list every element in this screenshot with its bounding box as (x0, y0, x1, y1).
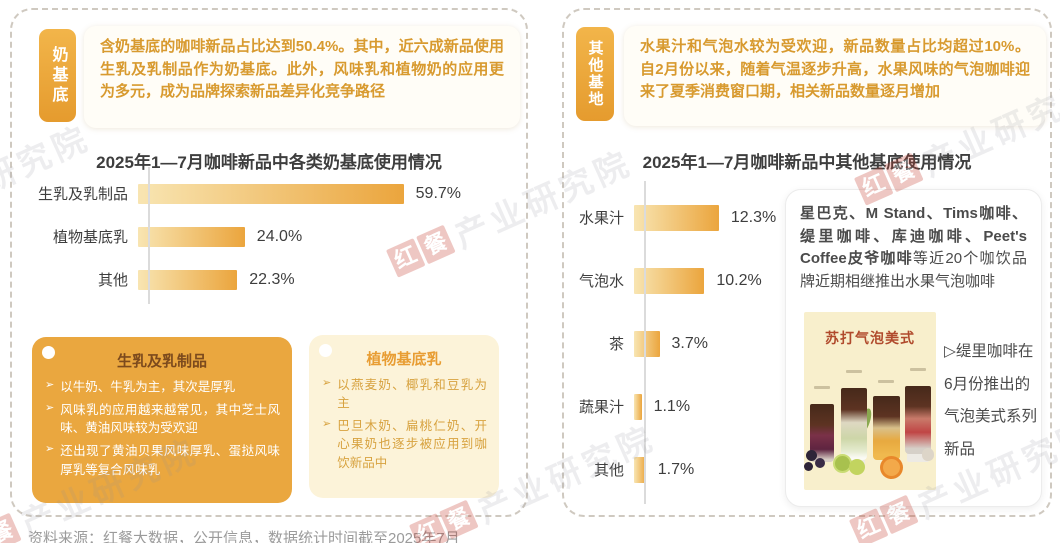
brand-text-rest: 等近20个咖饮品牌近期相继推出水果气泡咖啡 (800, 250, 1028, 290)
chart-row: 水果汁 12.3% (572, 186, 792, 249)
bullet-text: 还出现了黄油贝果风味厚乳、蛋挞风味厚乳等复合风味乳 (60, 444, 280, 477)
bullet-text: 以牛奶、牛乳为主，其次是厚乳 (60, 380, 236, 394)
bullet-text: 以燕麦奶、椰乳和豆乳为主 (337, 378, 487, 411)
bar (634, 456, 646, 483)
category-label: 生乳及乳制品 (37, 186, 128, 203)
photo-label-mark (814, 386, 830, 389)
dairy-box-title: 生乳及乳制品 (116, 353, 207, 370)
category-label: 茶 (608, 336, 624, 353)
plant-milk-detail-box: 植物基底乳 ➢ 以燕麦奶、椰乳和豆乳为主 ➢ 巴旦木奶、扁桃仁奶、开心果奶也逐步被应用… (309, 335, 499, 498)
bullet-item: ➢ 风味乳的应用越来越常见，其中芝士风味、黄油风味较为受欢迎 (45, 401, 280, 437)
arrow-bullet-icon: ➢ (322, 377, 332, 389)
bar (634, 393, 642, 420)
chart-row: 生乳及乳制品 59.7% (30, 172, 515, 215)
other-base-intro: 水果汁和气泡水较为受欢迎，新品数量占比均超过10%。自2月份以来，随着气温逐步升… (624, 26, 1046, 126)
bullet-item: ➢ 以牛奶、牛乳为主，其次是厚乳 (45, 378, 280, 396)
chart-row: 植物基底乳 24.0% (30, 215, 515, 258)
milk-base-intro: 含奶基底的咖啡新品占比达到50.4%。其中，近六成新品使用生乳及乳制品作为奶基底… (84, 26, 520, 128)
drink-cup-red (905, 386, 931, 454)
photo-label-mark (846, 370, 862, 373)
plant-bullet-list: ➢ 以燕麦奶、椰乳和豆乳为主 ➢ 巴旦木奶、扁桃仁奶、开心果奶也逐步被应用到咖饮新品中 (309, 376, 499, 472)
source-note: 资料来源：红餐大数据，公开信息，数据统计时间截至2025年7月 (28, 530, 460, 543)
category-label: 其他 (593, 462, 624, 479)
value-label: 12.3% (730, 208, 777, 226)
bullet-text: 风味乳的应用越来越常见，其中芝士风味、黄油风味较为受欢迎 (60, 403, 280, 436)
blueberry-icon (804, 462, 813, 471)
category-label: 水果汁 (578, 210, 624, 227)
value-label: 1.7% (657, 460, 695, 478)
orange-slice-inner (883, 459, 900, 476)
photo-label-mark (910, 368, 926, 371)
arrow-bullet-icon: ➢ (45, 379, 55, 391)
bar (634, 330, 660, 357)
chart-row: 气泡水 10.2% (572, 249, 792, 312)
chart-row: 茶 3.7% (572, 312, 792, 375)
photo-caption: ▷缇里咖啡在6月份推出的气泡美式系列新品 (944, 343, 1038, 458)
brand-callout-text: 星巴克、M Stand、Tims咖啡、缇里咖啡、库迪咖啡、Peet's Coff… (800, 203, 1027, 293)
product-photo-title: 苏打气泡美式 (825, 330, 915, 346)
category-label: 气泡水 (578, 273, 624, 290)
dairy-detail-box: 生乳及乳制品 ➢ 以牛奶、牛乳为主，其次是厚乳 ➢ 风味乳的应用越来越常见，其中芝士风… (32, 337, 292, 503)
blueberry-icon (815, 458, 825, 468)
garlic-icon (922, 448, 934, 461)
other-base-chart-title: 2025年1—7月咖啡新品中其他基底使用情况 (642, 153, 972, 172)
value-label: 3.7% (671, 334, 708, 352)
milk-base-tab: 奶基底 (39, 29, 76, 122)
value-label: 24.0% (256, 227, 303, 245)
arrow-bullet-icon: ➢ (45, 402, 55, 415)
photo-label-mark (878, 380, 894, 383)
dairy-bullet-list: ➢ 以牛奶、牛乳为主，其次是厚乳 ➢ 风味乳的应用越来越常见，其中芝士风味、黄油风味较… (32, 378, 292, 479)
other-base-panel: 其他基地 水果汁和气泡水较为受欢迎，新品数量占比均超过10%。自2月份以来，随着… (562, 8, 1052, 517)
bar (138, 269, 238, 290)
drink-cup-lime (841, 388, 867, 460)
category-label: 其他 (97, 272, 128, 289)
value-label: 22.3% (249, 270, 295, 288)
corner-dot-icon (42, 346, 55, 359)
bullet-item: ➢ 还出现了黄油贝果风味厚乳、蛋挞风味厚乳等复合风味乳 (45, 442, 280, 478)
lime-icon (849, 459, 865, 475)
chart-row: 其他 22.3% (30, 258, 515, 301)
value-label: 1.1% (653, 397, 691, 415)
category-label: 蔬果汁 (578, 399, 624, 416)
bar (138, 226, 245, 247)
chart-row: 其他 1.7% (572, 438, 792, 501)
bullet-text: 巴旦木奶、扁桃仁奶、开心果奶也逐步被应用到咖饮新品中 (337, 419, 487, 470)
bullet-item: ➢ 巴旦木奶、扁桃仁奶、开心果奶也逐步被应用到咖饮新品中 (322, 417, 487, 471)
milk-base-panel: 奶基底 含奶基底的咖啡新品占比达到50.4%。其中，近六成新品使用生乳及乳制品作… (10, 8, 528, 517)
milk-base-chart-title: 2025年1—7月咖啡新品中各类奶基底使用情况 (96, 153, 442, 172)
watermark-logo-block: 餐 (0, 512, 22, 543)
arrow-bullet-icon: ➢ (45, 443, 55, 456)
brand-callout-box: 星巴克、M Stand、Tims咖啡、缇里咖啡、库迪咖啡、Peet's Coff… (785, 189, 1042, 507)
plant-box-title: 植物基底乳 (366, 351, 442, 368)
arrow-bullet-icon: ➢ (322, 418, 332, 431)
bullet-item: ➢ 以燕麦奶、椰乳和豆乳为主 (322, 376, 487, 412)
drink-cup-orange (873, 396, 900, 460)
category-label: 植物基底乳 (52, 229, 128, 246)
value-label: 59.7% (415, 184, 462, 202)
product-photo: 苏打气泡美式 (804, 312, 936, 490)
corner-dot-icon (319, 344, 332, 357)
brand-names: 星巴克、M Stand、Tims咖啡、缇里咖啡、库迪咖啡、Peet's Coff… (800, 205, 1027, 267)
bar (634, 204, 719, 231)
milk-base-bar-chart: 生乳及乳制品 59.7% 植物基底乳 24.0% 其他 22.3% (30, 167, 515, 304)
chart-row: 蔬果汁 1.1% (572, 375, 792, 438)
bar (634, 267, 705, 294)
other-base-bar-chart: 水果汁 12.3% 气泡水 10.2% 茶 3.7% 蔬果汁 1.1% 其他 1.7% (572, 181, 792, 504)
bar (138, 183, 404, 204)
blender-base (907, 453, 929, 462)
other-base-tab: 其他基地 (576, 27, 614, 121)
blueberry-icon (806, 450, 817, 461)
value-label: 10.2% (716, 271, 762, 289)
